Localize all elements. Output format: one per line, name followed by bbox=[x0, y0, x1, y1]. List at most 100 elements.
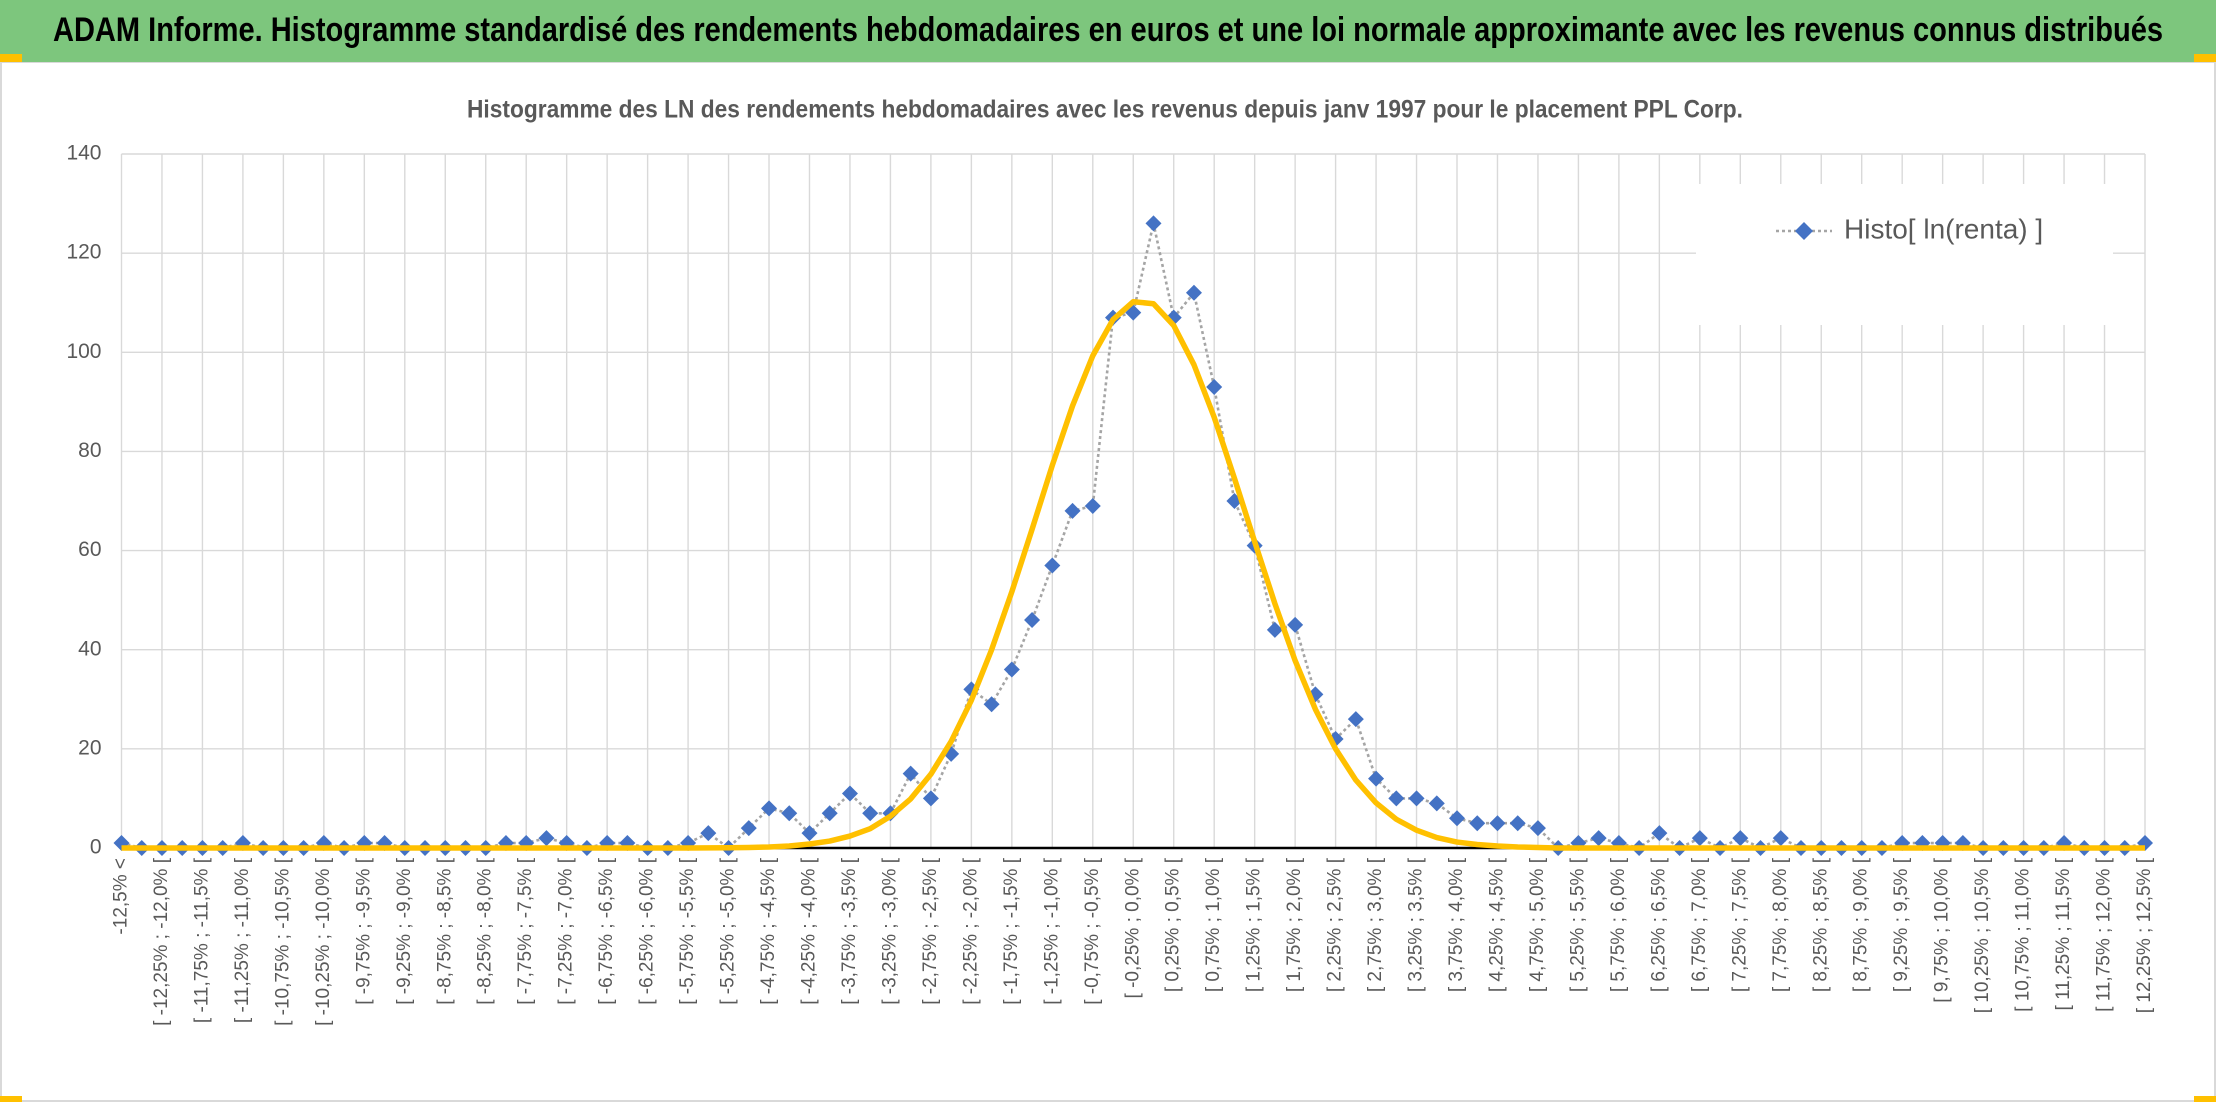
x-tick-label: [ -6,25% ; -6,0% [ bbox=[637, 857, 658, 1005]
x-tick-label: [ 0,75% ; 1,0% [ bbox=[1203, 857, 1224, 992]
x-tick-label: [ -12,25% ; -12,0% [ bbox=[151, 857, 172, 1026]
x-tick-label: [ 8,75% ; 9,0% [ bbox=[1851, 857, 1872, 992]
data-point bbox=[821, 805, 838, 822]
data-point bbox=[801, 825, 818, 842]
data-point bbox=[983, 696, 1000, 713]
x-tick-label: [ 5,75% ; 6,0% [ bbox=[1608, 857, 1629, 992]
x-tick-label: [ -5,25% ; -5,0% [ bbox=[718, 857, 739, 1005]
x-tick-label: [ 1,75% ; 2,0% [ bbox=[1284, 857, 1305, 992]
y-tick-label: 40 bbox=[78, 637, 101, 660]
x-tick-label: [ -1,75% ; -1,5% [ bbox=[1001, 857, 1022, 1005]
x-tick-label: [ 9,75% ; 10,0% [ bbox=[1932, 857, 1953, 1002]
chart-subtitle: Histogramme des LN des rendements hebdom… bbox=[467, 96, 1743, 124]
x-tick-label: [ 3,25% ; 3,5% [ bbox=[1406, 857, 1427, 992]
legend-label: Histo[ ln(renta) ] bbox=[1844, 213, 2043, 244]
y-tick-label: 0 bbox=[90, 836, 102, 859]
data-point bbox=[1651, 825, 1668, 842]
data-point bbox=[1772, 830, 1789, 847]
x-tick-label: [ -0,75% ; -0,5% [ bbox=[1082, 857, 1103, 1005]
title-bar bbox=[0, 0, 2216, 62]
x-tick-label: [ -7,25% ; -7,0% [ bbox=[556, 857, 577, 1005]
data-point bbox=[1347, 711, 1364, 728]
x-tick-label: [ 2,75% ; 3,0% [ bbox=[1365, 857, 1386, 992]
corner-mark bbox=[0, 54, 22, 62]
legend-marker bbox=[1795, 222, 1813, 240]
data-point bbox=[740, 820, 757, 837]
data-point bbox=[1428, 795, 1445, 812]
x-tick-label: [ -3,25% ; -3,0% [ bbox=[879, 857, 900, 1005]
x-tick-label: [ 12,25% ; 12,5% [ bbox=[2134, 857, 2155, 1013]
x-tick-label: [ -8,25% ; -8,0% [ bbox=[475, 857, 496, 1005]
x-tick-label: [ 5,25% ; 5,5% [ bbox=[1567, 857, 1588, 992]
data-point bbox=[1024, 611, 1041, 628]
x-tick-label: [ -9,75% ; -9,5% [ bbox=[353, 857, 374, 1005]
data-point bbox=[781, 805, 798, 822]
x-tick-label: [ -10,25% ; -10,0% [ bbox=[313, 857, 334, 1026]
data-point bbox=[1691, 830, 1708, 847]
x-tick-label: [ 11,75% ; 12,0% [ bbox=[2094, 857, 2115, 1012]
data-point bbox=[1266, 621, 1283, 638]
x-tick-label: [ 4,25% ; 4,5% [ bbox=[1486, 857, 1507, 992]
data-point bbox=[1529, 820, 1546, 837]
data-point bbox=[1388, 790, 1405, 807]
x-tick-label: [ -4,75% ; -4,5% [ bbox=[758, 857, 779, 1005]
data-point bbox=[1044, 557, 1061, 574]
data-point bbox=[902, 765, 919, 782]
series-line bbox=[121, 298, 2145, 851]
x-tick-label: [ -5,75% ; -5,5% [ bbox=[677, 857, 698, 1005]
corner-mark bbox=[2194, 1096, 2216, 1102]
y-tick-label: 80 bbox=[78, 439, 101, 462]
x-tick-label: [ 10,75% ; 11,0% [ bbox=[2013, 857, 2034, 1012]
y-tick-label: 20 bbox=[78, 736, 101, 759]
data-point bbox=[1469, 815, 1486, 832]
data-point bbox=[1368, 770, 1385, 787]
x-tick-label: [ 7,75% ; 8,0% [ bbox=[1770, 857, 1791, 992]
corner-mark bbox=[2194, 54, 2216, 62]
x-tick-label: [ -2,25% ; -2,0% [ bbox=[960, 857, 981, 1005]
x-tick-label: [ -6,75% ; -6,5% [ bbox=[596, 857, 617, 1005]
chart-title: ADAM Informe. Histogramme standardisé de… bbox=[53, 11, 2163, 49]
x-tick-label: [ 1,25% ; 1,5% [ bbox=[1244, 857, 1265, 992]
data-point bbox=[1185, 284, 1202, 301]
x-tick-label: [ -9,25% ; -9,0% [ bbox=[394, 857, 415, 1005]
x-tick-label: [ 8,25% ; 8,5% [ bbox=[1810, 857, 1831, 992]
x-tick-label: [ -11,75% ; -11,5% [ bbox=[191, 857, 212, 1023]
data-point bbox=[1287, 616, 1304, 633]
x-tick-label: [ -1,25% ; -1,0% [ bbox=[1041, 857, 1062, 1005]
data-point bbox=[1145, 215, 1162, 232]
data-point bbox=[841, 785, 858, 802]
x-tick-label: [ -11,25% ; -11,0% [ bbox=[232, 857, 253, 1023]
data-point bbox=[1206, 378, 1223, 395]
y-tick-label: 100 bbox=[66, 340, 101, 363]
data-point bbox=[700, 825, 717, 842]
data-point bbox=[1064, 502, 1081, 519]
x-tick-label: [ -2,75% ; -2,5% [ bbox=[920, 857, 941, 1005]
data-point bbox=[1590, 830, 1607, 847]
data-point bbox=[1084, 497, 1101, 514]
data-point bbox=[1408, 790, 1425, 807]
data-point bbox=[922, 790, 939, 807]
y-tick-label: 120 bbox=[66, 241, 101, 264]
x-tick-label: [ 9,25% ; 9,5% [ bbox=[1891, 857, 1912, 992]
x-tick-label: [ 11,25% ; 11,5% [ bbox=[2053, 857, 2074, 1010]
y-tick-label: 140 bbox=[66, 142, 101, 165]
x-tick-label: [ 2,25% ; 2,5% [ bbox=[1325, 857, 1346, 992]
x-tick-label: [ 3,75% ; 4,0% [ bbox=[1446, 857, 1467, 992]
data-point bbox=[761, 800, 778, 817]
data-point bbox=[862, 805, 879, 822]
data-point bbox=[1509, 815, 1526, 832]
x-tick-label: [ -7,75% ; -7,5% [ bbox=[515, 857, 536, 1005]
x-tick-label: [ 0,25% ; 0,5% [ bbox=[1163, 857, 1184, 992]
x-tick-label: [ -10,75% ; -10,5% [ bbox=[272, 857, 293, 1026]
legend-box bbox=[1696, 184, 2113, 325]
data-point bbox=[1489, 815, 1506, 832]
x-tick-label: [ 6,25% ; 6,5% [ bbox=[1648, 857, 1669, 992]
corner-mark bbox=[0, 1096, 22, 1102]
data-point bbox=[1732, 830, 1749, 847]
x-tick-label: -12,5% < bbox=[111, 858, 132, 935]
x-tick-label: [ -0,25% ; 0,0% [ bbox=[1122, 857, 1143, 998]
x-tick-label: [ -3,75% ; -3,5% [ bbox=[839, 857, 860, 1005]
x-tick-label: [ 6,75% ; 7,0% [ bbox=[1689, 857, 1710, 992]
